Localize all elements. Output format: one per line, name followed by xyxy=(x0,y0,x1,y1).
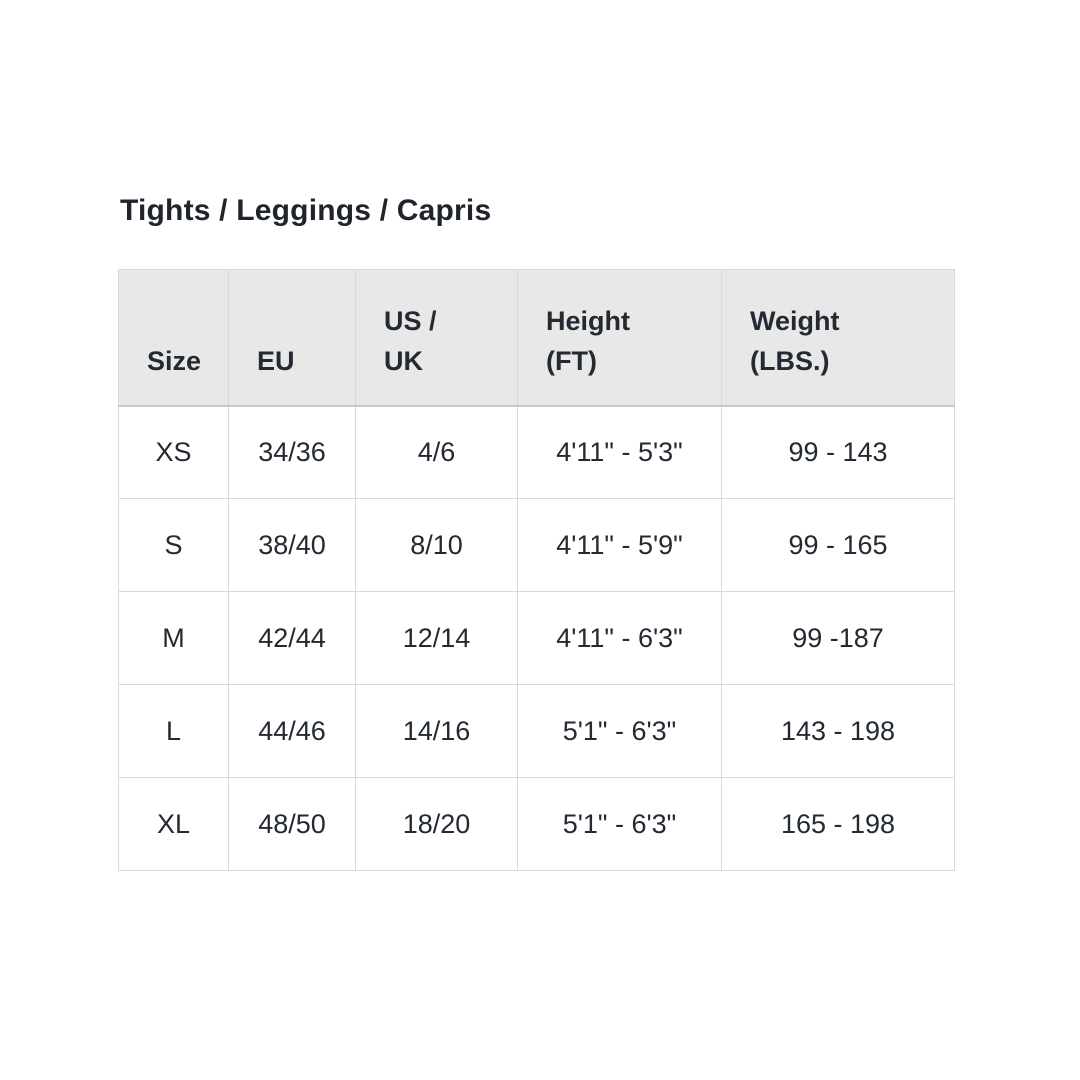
table-row-l: L 44/46 14/16 5'1" - 6'3" 143 - 198 xyxy=(118,684,955,778)
column-header-height: Height (FT) xyxy=(517,269,722,407)
page-title: Tights / Leggings / Capris xyxy=(120,194,492,227)
column-header-size: Size xyxy=(118,269,229,407)
cell-us-uk: 18/20 xyxy=(355,777,518,871)
cell-size: XL xyxy=(118,777,229,871)
cell-eu: 44/46 xyxy=(228,684,356,778)
table-row-xs: XS 34/36 4/6 4'11" - 5'3" 99 - 143 xyxy=(118,405,955,499)
cell-size: M xyxy=(118,591,229,685)
cell-weight: 143 - 198 xyxy=(721,684,955,778)
cell-eu: 42/44 xyxy=(228,591,356,685)
size-chart-table: Size EU US / UK Height (FT) Weight (LBS.… xyxy=(118,269,955,871)
cell-us-uk: 4/6 xyxy=(355,405,518,499)
table-row-xl: XL 48/50 18/20 5'1" - 6'3" 165 - 198 xyxy=(118,777,955,871)
cell-weight: 99 - 143 xyxy=(721,405,955,499)
column-header-weight: Weight (LBS.) xyxy=(721,269,955,407)
cell-height: 4'11" - 5'9" xyxy=(517,498,722,592)
cell-us-uk: 14/16 xyxy=(355,684,518,778)
cell-size: L xyxy=(118,684,229,778)
cell-height: 5'1" - 6'3" xyxy=(517,777,722,871)
table-row-m: M 42/44 12/14 4'11" - 6'3" 99 -187 xyxy=(118,591,955,685)
cell-us-uk: 12/14 xyxy=(355,591,518,685)
cell-eu: 38/40 xyxy=(228,498,356,592)
cell-eu: 48/50 xyxy=(228,777,356,871)
cell-size: S xyxy=(118,498,229,592)
table-row-s: S 38/40 8/10 4'11" - 5'9" 99 - 165 xyxy=(118,498,955,592)
column-header-us-uk: US / UK xyxy=(355,269,518,407)
cell-size: XS xyxy=(118,405,229,499)
cell-eu: 34/36 xyxy=(228,405,356,499)
cell-height: 4'11" - 5'3" xyxy=(517,405,722,499)
column-header-eu: EU xyxy=(228,269,356,407)
cell-height: 4'11" - 6'3" xyxy=(517,591,722,685)
cell-weight: 99 - 165 xyxy=(721,498,955,592)
table-header-row: Size EU US / UK Height (FT) Weight (LBS.… xyxy=(118,269,955,407)
cell-weight: 165 - 198 xyxy=(721,777,955,871)
cell-weight: 99 -187 xyxy=(721,591,955,685)
cell-us-uk: 8/10 xyxy=(355,498,518,592)
cell-height: 5'1" - 6'3" xyxy=(517,684,722,778)
